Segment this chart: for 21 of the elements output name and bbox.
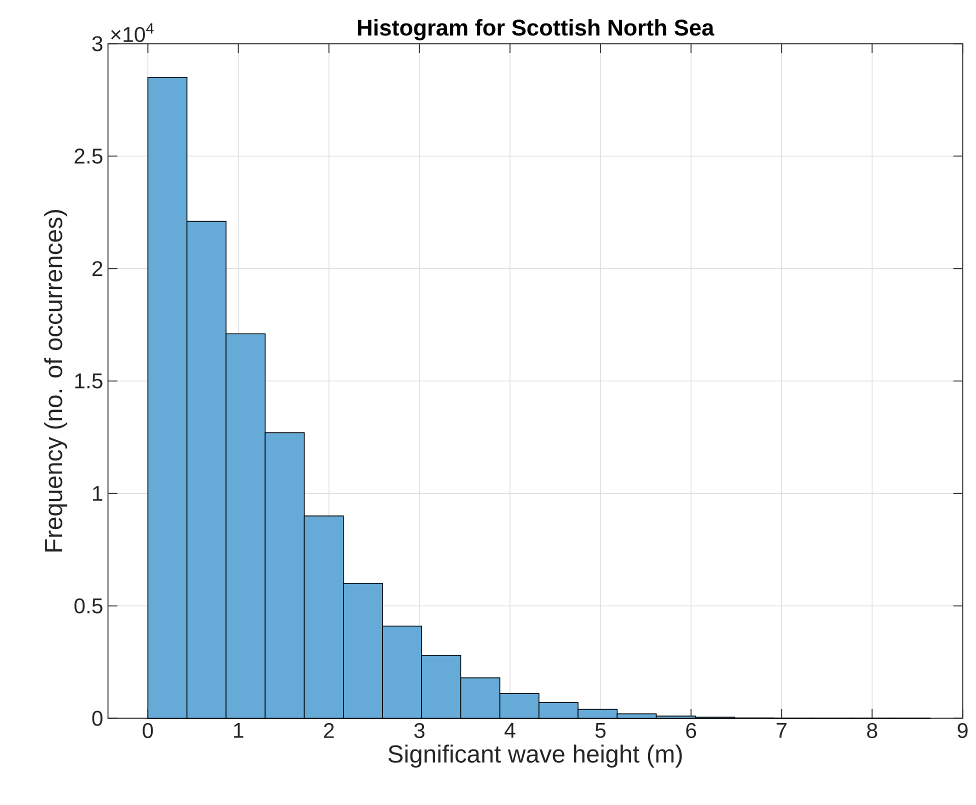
x-tick-label: 3 bbox=[414, 722, 424, 738]
y-tick-label: 2.5 bbox=[74, 148, 102, 164]
x-tick-label: 0 bbox=[142, 722, 153, 738]
x-tick-label: 1 bbox=[234, 722, 244, 738]
y-tick-label: 2 bbox=[92, 260, 102, 276]
x-tick-label: 2 bbox=[324, 722, 334, 738]
x-tick-label: 5 bbox=[595, 722, 606, 738]
y-tick-label: 0.5 bbox=[74, 598, 102, 614]
y-tick-label: 1.5 bbox=[75, 373, 102, 388]
y-tick-label: 1 bbox=[93, 486, 102, 501]
x-tick-label: 8 bbox=[867, 722, 878, 738]
x-tick-label: 7 bbox=[776, 722, 786, 738]
x-tick-label: 9 bbox=[958, 722, 968, 738]
x-tick-label: 4 bbox=[504, 722, 516, 738]
x-tick-label: 6 bbox=[686, 722, 696, 738]
chart-title: Histogram for Scottish North Sea bbox=[358, 18, 714, 40]
y-tick-label: 0 bbox=[92, 710, 102, 726]
x-axis-title: Significant wave height (m) bbox=[388, 744, 682, 768]
y-tick-label: 3 bbox=[92, 36, 102, 52]
text: ×10$^{4}$ bbox=[111, 23, 154, 42]
y-axis-title: Frequency (no. of occurrences) bbox=[44, 210, 68, 552]
